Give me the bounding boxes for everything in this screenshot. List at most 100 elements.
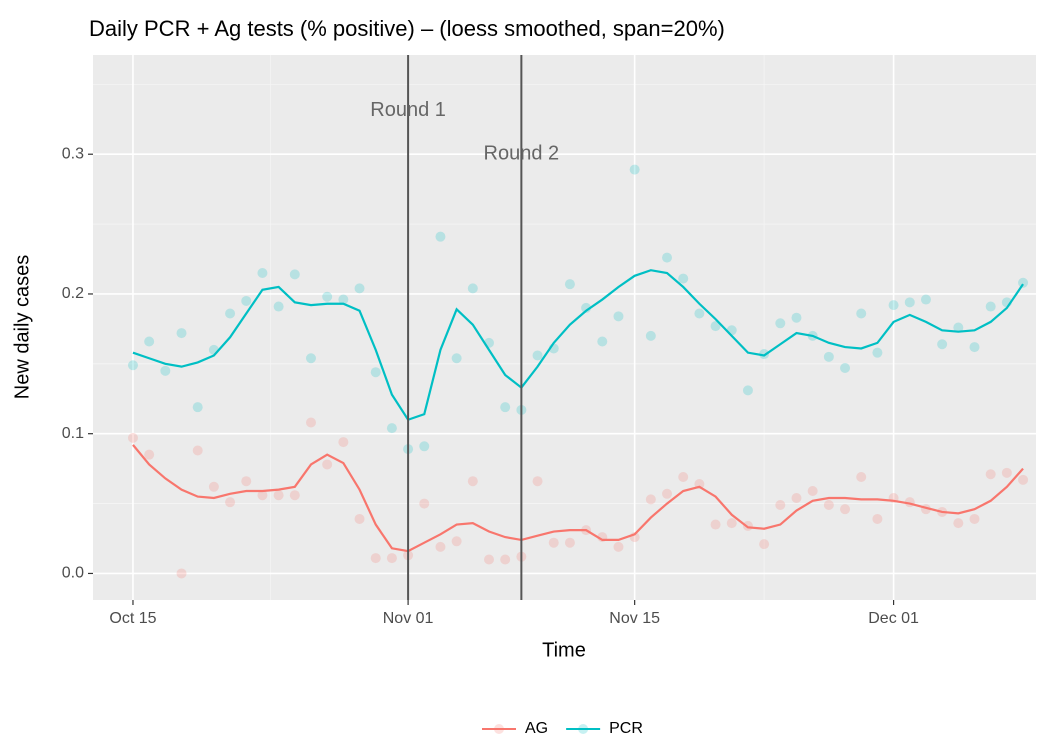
point: [937, 339, 948, 350]
point: [840, 504, 851, 515]
point: [840, 363, 851, 374]
y-tick-label: 0.2: [62, 285, 84, 302]
point: [953, 518, 964, 529]
point: [127, 360, 138, 371]
point: [435, 541, 446, 552]
point: [678, 273, 689, 284]
point: [613, 311, 624, 322]
point: [953, 322, 964, 333]
point: [904, 297, 915, 308]
annotation: Round 1: [370, 99, 446, 121]
point: [645, 330, 656, 341]
point: [872, 513, 883, 524]
point: [710, 519, 721, 530]
point: [338, 437, 349, 448]
point: [305, 353, 316, 364]
point: [856, 472, 867, 483]
point: [289, 490, 300, 501]
point: [823, 351, 834, 362]
point: [241, 295, 252, 306]
point: [289, 269, 300, 280]
panel: [93, 55, 1036, 600]
annotation: Round 2: [484, 142, 560, 164]
point: [305, 417, 316, 428]
point: [225, 497, 236, 508]
point: [726, 518, 737, 529]
point: [1001, 467, 1012, 478]
point: [791, 492, 802, 503]
point: [500, 402, 511, 413]
point: [969, 513, 980, 524]
point: [775, 499, 786, 510]
point: [241, 476, 252, 487]
point: [225, 308, 236, 319]
point: [467, 283, 478, 294]
legend-key: [494, 724, 504, 734]
point: [322, 459, 333, 470]
point: [888, 300, 899, 311]
point: [645, 494, 656, 505]
point: [273, 301, 284, 312]
point: [920, 294, 931, 305]
x-tick-label: Nov 15: [609, 610, 660, 627]
point: [548, 537, 559, 548]
point: [144, 336, 155, 347]
x-tick-label: Dec 01: [868, 610, 919, 627]
point: [322, 291, 333, 302]
x-tick-label: Nov 01: [383, 610, 434, 627]
point: [985, 301, 996, 312]
point: [176, 328, 187, 339]
point: [208, 481, 219, 492]
point: [208, 344, 219, 355]
smooth-line: [132, 444, 1024, 553]
point: [985, 469, 996, 480]
point: [144, 449, 155, 460]
point: [629, 164, 640, 175]
point: [872, 347, 883, 358]
point: [257, 490, 268, 501]
point: [354, 283, 365, 294]
legend-label: AG: [525, 720, 548, 737]
point: [467, 476, 478, 487]
point: [969, 342, 980, 353]
point: [419, 498, 430, 509]
point: [564, 537, 575, 548]
point: [742, 385, 753, 396]
point: [678, 472, 689, 483]
point: [856, 308, 867, 319]
x-axis-title: Time: [542, 639, 586, 661]
point: [775, 318, 786, 329]
y-tick-label: 0.0: [62, 565, 84, 582]
point: [419, 441, 430, 452]
point: [273, 490, 284, 501]
point: [532, 350, 543, 361]
point: [192, 402, 203, 413]
point: [807, 486, 818, 496]
point: [338, 294, 349, 305]
point: [451, 353, 462, 364]
point: [823, 499, 834, 510]
point: [451, 536, 462, 547]
point: [386, 423, 397, 434]
y-axis-title: New daily cases: [11, 255, 33, 400]
legend-label: PCR: [609, 720, 643, 737]
point: [710, 321, 721, 332]
point: [354, 513, 365, 524]
point: [176, 568, 187, 579]
point: [791, 312, 802, 323]
point: [613, 541, 624, 552]
point: [386, 553, 397, 564]
x-tick-label: Oct 15: [109, 610, 156, 627]
smooth-line: [132, 269, 1024, 422]
point: [564, 279, 575, 290]
point: [435, 231, 446, 242]
point: [127, 432, 138, 443]
point: [192, 445, 203, 456]
legend-key: [578, 724, 589, 734]
point: [484, 554, 495, 565]
point: [1018, 474, 1029, 485]
point: [662, 252, 673, 263]
point: [662, 488, 673, 499]
point: [694, 308, 705, 319]
